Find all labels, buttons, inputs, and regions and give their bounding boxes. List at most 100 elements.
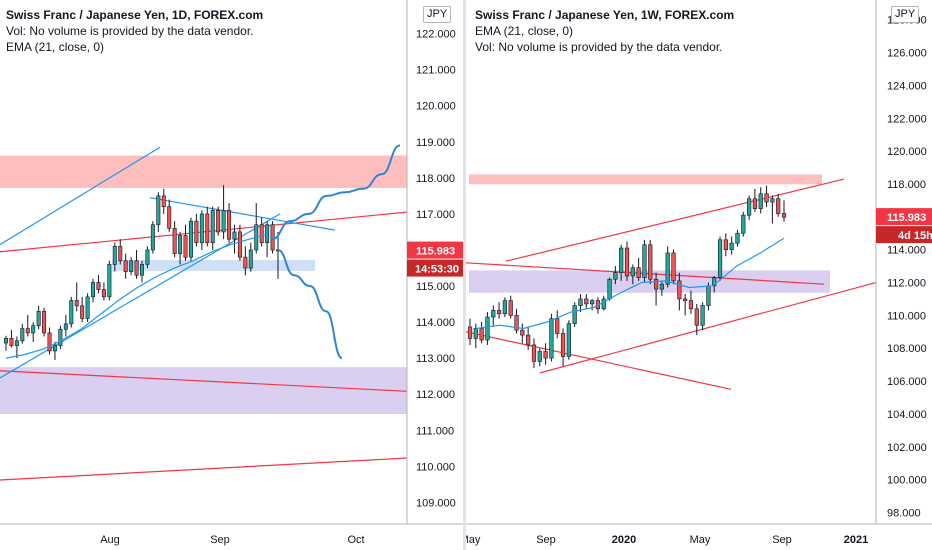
weekly-price-tick-label: 118.000 — [887, 179, 926, 191]
daily-candle-body — [101, 289, 106, 298]
daily-chart-panel[interactable]: 109.000 110.000 111.000 112.000 113.000 114.0… — [0, 0, 463, 550]
weekly-countdown-label: 4d 15h — [898, 230, 932, 242]
weekly-candle-body — [677, 280, 682, 300]
weekly-candle-body — [653, 278, 659, 290]
weekly-candle-body — [566, 323, 571, 357]
daily-candle-body — [178, 235, 183, 254]
weekly-candle-body — [485, 316, 490, 341]
daily-candle-body — [118, 246, 123, 262]
weekly-candle-body — [531, 344, 537, 362]
weekly-last-price-tag — [876, 208, 932, 226]
weekly-trendline-3 — [539, 281, 877, 374]
weekly-candle-body — [624, 247, 630, 277]
weekly-candle-body — [688, 300, 694, 310]
daily-candle-body — [183, 235, 188, 258]
daily-candle-body — [134, 260, 139, 276]
daily-price-tick-label: 113.000 — [416, 353, 455, 365]
daily-candle-body — [112, 246, 117, 265]
weekly-candle-body — [648, 244, 653, 280]
daily-time-tick-label: Aug — [100, 534, 120, 546]
weekly-price-tick-label: 102.000 — [887, 442, 927, 454]
daily-lower-demand-zone — [0, 367, 407, 415]
daily-demand-zone — [112, 260, 315, 271]
weekly-price-tick-label: 112.000 — [887, 278, 926, 290]
daily-last-price-tag — [407, 241, 463, 259]
daily-candle-body — [52, 345, 57, 352]
daily-candle-body — [9, 338, 14, 346]
daily-candle-body — [58, 328, 63, 346]
weekly-currency-button[interactable]: JPY — [891, 6, 920, 23]
daily-candle-body — [227, 210, 232, 240]
weekly-candle-body — [572, 305, 577, 324]
weekly-time-tick-label: 2020 — [612, 534, 636, 546]
daily-price-tick-label: 109.000 — [416, 497, 456, 509]
daily-candle-body — [36, 310, 41, 326]
weekly-candle-body — [671, 252, 676, 282]
weekly-chart-panel[interactable]: 98.000 100.000 102.000 104.000 106.000 108.00… — [466, 0, 932, 550]
daily-candle-body — [31, 325, 36, 334]
weekly-price-tick-label: 110.000 — [887, 310, 926, 322]
daily-price-tick-label: 114.000 — [416, 317, 455, 329]
daily-candle-body — [80, 305, 85, 319]
weekly-candle-body — [700, 305, 705, 326]
daily-projection-down-path — [277, 248, 343, 360]
daily-price-tick-label: 122.000 — [416, 29, 456, 41]
weekly-price-tick-label: 108.000 — [887, 343, 927, 355]
weekly-candle-body — [706, 285, 711, 306]
daily-price-tick-label: 119.000 — [416, 137, 455, 149]
weekly-candle-body — [659, 283, 664, 290]
daily-candle-body — [172, 228, 177, 254]
daily-candle-body — [129, 260, 134, 272]
daily-trendline-4 — [0, 146, 161, 246]
daily-candle-body — [25, 328, 30, 334]
weekly-candle-body — [491, 310, 496, 318]
daily-countdown-tag — [407, 259, 463, 277]
weekly-price-tick-label: 122.000 — [887, 113, 927, 125]
weekly-chart-canvas[interactable]: 98.000 100.000 102.000 104.000 106.000 108.00… — [466, 0, 932, 550]
daily-price-tick-label: 111.000 — [416, 425, 454, 437]
daily-trendline-6 — [149, 197, 336, 231]
daily-projection-up-path — [271, 144, 401, 241]
weekly-countdown-tag — [876, 226, 932, 244]
daily-candle-body — [69, 300, 74, 325]
daily-candle-body — [85, 296, 90, 319]
daily-time-tick-label: Sep — [210, 534, 230, 546]
panel-divider[interactable] — [463, 0, 466, 550]
daily-candle-body — [205, 213, 210, 244]
daily-price-tick-label: 117.000 — [416, 209, 455, 221]
weekly-candle-body — [776, 198, 781, 214]
weekly-candle-body — [735, 232, 740, 244]
daily-candle-body — [140, 264, 144, 276]
weekly-candle-body — [781, 213, 787, 218]
weekly-candle-body — [723, 239, 728, 250]
weekly-candle-body — [560, 333, 566, 357]
daily-candle-body — [161, 195, 166, 208]
daily-supply-zone — [0, 155, 407, 188]
weekly-candle-body — [712, 277, 717, 287]
weekly-time-tick-label: May — [690, 534, 711, 546]
daily-chart-canvas[interactable]: 109.000 110.000 111.000 112.000 113.000 114.0… — [0, 0, 463, 550]
daily-price-tick-label: 112.000 — [416, 389, 455, 401]
daily-countdown-label: 14:53:30 — [415, 264, 459, 276]
weekly-time-tick-label: Sep — [772, 534, 792, 546]
daily-candle-body — [145, 249, 150, 265]
weekly-candle-body — [473, 328, 478, 339]
weekly-candle-body — [636, 267, 641, 278]
daily-trendline-2 — [0, 370, 408, 392]
weekly-candle-body — [741, 214, 746, 234]
weekly-candle-body — [764, 193, 769, 203]
weekly-price-tick-label: 114.000 — [887, 245, 926, 257]
daily-price-tick-label: 110.000 — [416, 461, 455, 473]
daily-candle-body — [216, 210, 221, 233]
weekly-candle-body — [543, 351, 548, 359]
weekly-candle-body — [747, 198, 752, 216]
daily-candle-body — [42, 310, 47, 334]
weekly-candle-body — [770, 198, 775, 203]
daily-candle-body — [167, 206, 172, 229]
weekly-candle-body — [502, 300, 507, 315]
daily-candle-body — [248, 249, 253, 269]
daily-candle-body — [237, 231, 242, 258]
weekly-candle-body — [590, 300, 595, 305]
weekly-candle-body — [526, 334, 531, 346]
daily-currency-button[interactable]: JPY — [423, 6, 452, 23]
